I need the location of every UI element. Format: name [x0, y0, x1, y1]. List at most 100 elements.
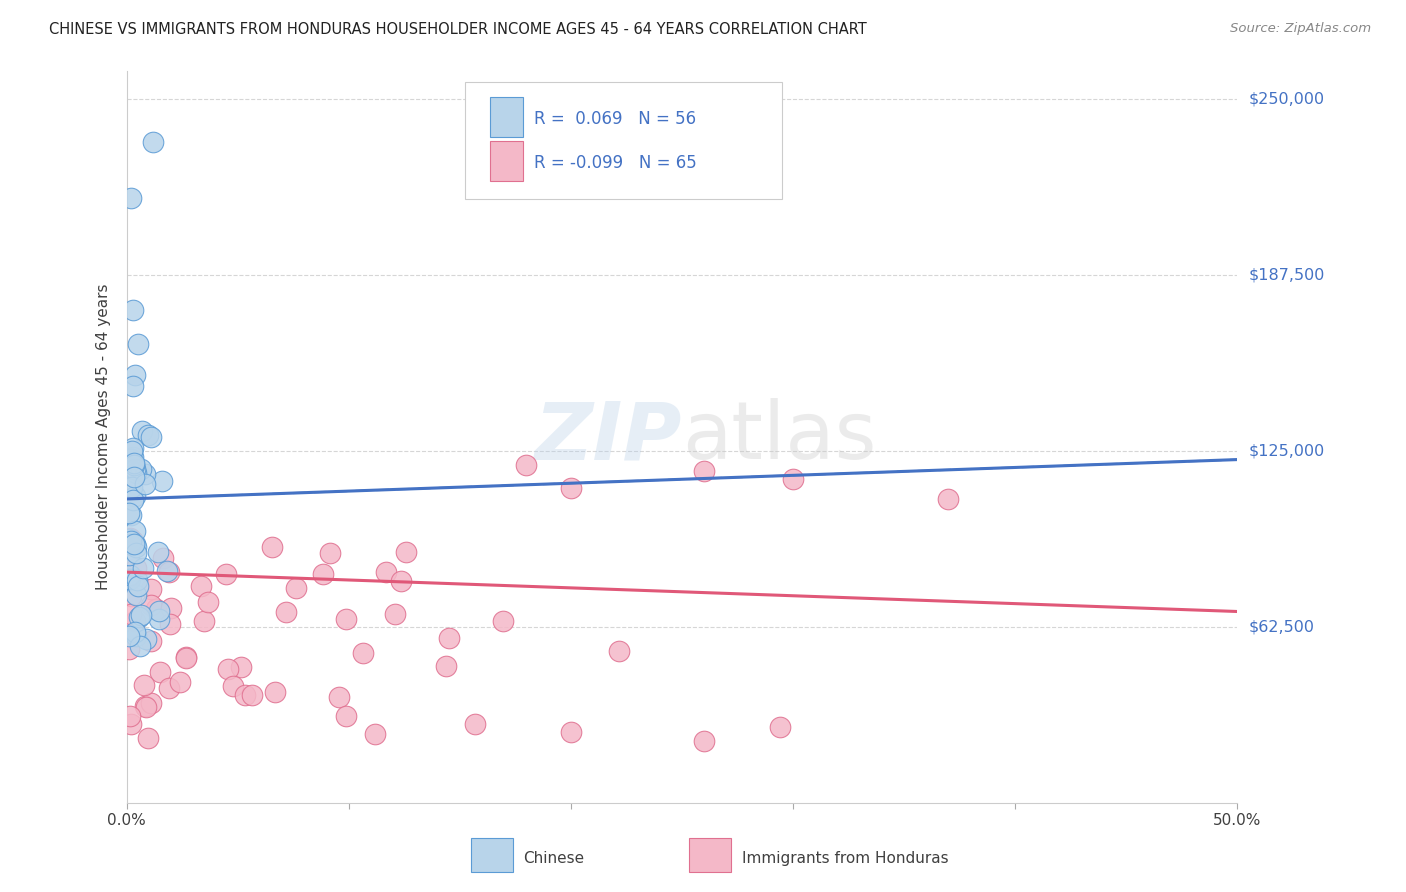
Point: [122, 303, 145, 318]
Point: [118, 537, 141, 551]
Point: [148, 611, 170, 625]
Point: [135, 632, 157, 646]
FancyBboxPatch shape: [489, 97, 523, 137]
Point: [128, 610, 150, 624]
Point: [217, 662, 239, 676]
Point: [121, 442, 143, 456]
Point: [135, 699, 157, 714]
Point: [122, 450, 145, 464]
Point: [284, 581, 307, 595]
Point: [157, 565, 180, 579]
Point: [769, 720, 792, 734]
Point: [938, 491, 960, 506]
Point: [120, 589, 142, 603]
Point: [693, 734, 716, 748]
Point: [118, 531, 141, 545]
Text: $125,000: $125,000: [1249, 443, 1324, 458]
Point: [352, 646, 374, 660]
Point: [264, 685, 287, 699]
Text: atlas: atlas: [682, 398, 876, 476]
Point: [434, 658, 457, 673]
Point: [693, 464, 716, 478]
Point: [150, 474, 173, 488]
Point: [124, 462, 146, 476]
Point: [127, 574, 149, 588]
Point: [122, 458, 145, 472]
Point: [121, 444, 143, 458]
Point: [118, 534, 141, 549]
Text: R = -0.099   N = 65: R = -0.099 N = 65: [534, 153, 697, 172]
Point: [235, 688, 257, 702]
Y-axis label: Householder Income Ages 45 - 64 years: Householder Income Ages 45 - 64 years: [96, 284, 111, 591]
Point: [118, 708, 141, 723]
Point: [335, 612, 357, 626]
Point: [157, 681, 180, 696]
Point: [120, 191, 142, 205]
Point: [492, 614, 515, 628]
Text: $250,000: $250,000: [1249, 92, 1324, 107]
Point: [146, 545, 169, 559]
Point: [134, 698, 156, 713]
Point: [121, 461, 143, 475]
Point: [607, 644, 630, 658]
Point: [139, 598, 162, 612]
Point: [120, 717, 142, 731]
Point: [118, 629, 141, 643]
Point: [122, 379, 145, 393]
Point: [121, 492, 143, 507]
Point: [159, 617, 181, 632]
Point: [124, 524, 146, 538]
Point: [335, 708, 357, 723]
Point: [122, 456, 145, 470]
Text: Chinese: Chinese: [523, 851, 583, 865]
Point: [124, 615, 146, 629]
Point: [312, 567, 335, 582]
Point: [155, 564, 177, 578]
Point: [124, 489, 146, 503]
Point: [118, 572, 141, 586]
Point: [176, 649, 198, 664]
Point: [384, 607, 406, 621]
Point: [127, 579, 149, 593]
Text: Immigrants from Honduras: Immigrants from Honduras: [742, 851, 949, 865]
Point: [197, 595, 219, 609]
Point: [222, 679, 245, 693]
Point: [515, 458, 537, 473]
Point: [118, 642, 141, 657]
Point: [139, 430, 162, 444]
Point: [120, 533, 142, 548]
Point: [125, 547, 148, 561]
Point: [437, 632, 460, 646]
Point: [193, 614, 215, 628]
Point: [136, 731, 159, 746]
Point: [145, 602, 167, 616]
Text: CHINESE VS IMMIGRANTS FROM HONDURAS HOUSEHOLDER INCOME AGES 45 - 64 YEARS CORREL: CHINESE VS IMMIGRANTS FROM HONDURAS HOUS…: [49, 22, 868, 37]
Point: [152, 550, 174, 565]
Point: [134, 477, 156, 491]
Point: [118, 568, 141, 582]
Point: [121, 534, 143, 549]
Point: [125, 561, 148, 575]
Point: [118, 538, 141, 552]
Point: [142, 135, 165, 149]
Point: [159, 601, 181, 615]
Point: [122, 537, 145, 551]
Point: [125, 588, 148, 602]
Point: [134, 467, 156, 481]
Point: [782, 472, 804, 486]
Point: [148, 604, 170, 618]
Point: [169, 674, 191, 689]
Point: [139, 582, 162, 597]
Point: [125, 540, 148, 554]
Text: $62,500: $62,500: [1249, 619, 1315, 634]
Point: [124, 466, 146, 480]
Point: [389, 574, 412, 588]
Point: [240, 689, 263, 703]
Point: [374, 565, 396, 579]
Point: [274, 605, 297, 619]
Point: [319, 546, 342, 560]
Point: [560, 481, 582, 495]
FancyBboxPatch shape: [465, 82, 782, 200]
Point: [120, 607, 142, 621]
Point: [118, 506, 141, 520]
